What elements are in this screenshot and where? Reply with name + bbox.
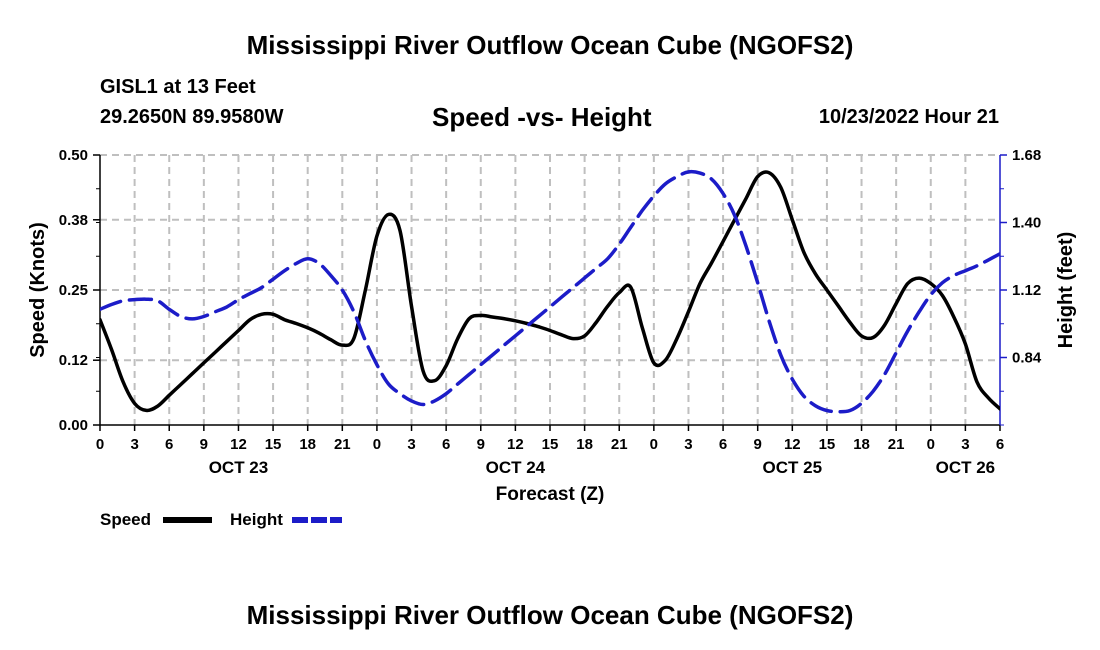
x-tick-label: 12 bbox=[230, 436, 247, 453]
x-tick-label: 3 bbox=[407, 436, 415, 453]
x-tick-label: 18 bbox=[576, 436, 593, 453]
y-right-tick-label: 1.68 bbox=[1012, 147, 1041, 164]
x-tick-label: 15 bbox=[819, 436, 836, 453]
x-tick-label: 9 bbox=[754, 436, 762, 453]
x-tick-label: 21 bbox=[334, 436, 351, 453]
y-left-tick-label: 0.38 bbox=[59, 212, 88, 229]
y-left-tick-label: 0.50 bbox=[59, 147, 88, 164]
x-tick-label: 18 bbox=[299, 436, 316, 453]
legend-speed-label: Speed bbox=[100, 510, 152, 529]
height-series-line bbox=[100, 169, 1000, 414]
y-right-tick-label: 1.40 bbox=[1012, 215, 1041, 232]
x-tick-label: 15 bbox=[265, 436, 282, 453]
x-tick-label: 9 bbox=[477, 436, 485, 453]
y-left-axis-title: Speed (Knots) bbox=[27, 222, 49, 358]
speed-series-line bbox=[100, 170, 1000, 413]
x-tick-label: 21 bbox=[611, 436, 628, 453]
x-tick-label: 3 bbox=[961, 436, 969, 453]
forecast-datetime: 10/23/2022 Hour 21 bbox=[818, 106, 999, 128]
x-tick-label: 6 bbox=[165, 436, 173, 453]
y-left-tick-label: 0.25 bbox=[59, 282, 88, 299]
x-day-label: OCT 26 bbox=[936, 458, 996, 477]
x-axis-title: Forecast (Z) bbox=[496, 484, 605, 505]
y-right-tick-label: 1.12 bbox=[1012, 282, 1041, 299]
y-left-tick-label: 0.00 bbox=[59, 417, 88, 434]
x-day-label: OCT 23 bbox=[209, 458, 269, 477]
x-tick-label: 15 bbox=[542, 436, 559, 453]
x-tick-label: 3 bbox=[684, 436, 692, 453]
x-day-label: OCT 24 bbox=[486, 458, 546, 477]
x-tick-label: 6 bbox=[996, 436, 1004, 453]
x-tick-label: 9 bbox=[200, 436, 208, 453]
chart-title-repeat: Mississippi River Outflow Ocean Cube (NG… bbox=[246, 600, 854, 630]
x-day-label: OCT 25 bbox=[763, 458, 823, 477]
station-label: GISL1 at 13 Feet bbox=[100, 76, 256, 98]
x-tick-label: 0 bbox=[650, 436, 658, 453]
x-tick-label: 18 bbox=[853, 436, 870, 453]
x-tick-label: 6 bbox=[442, 436, 450, 453]
chart-subtitle: Speed -vs- Height bbox=[432, 102, 652, 132]
x-tick-label: 12 bbox=[784, 436, 801, 453]
station-coordinates: 29.2650N 89.9580W bbox=[100, 106, 284, 128]
x-tick-label: 21 bbox=[888, 436, 905, 453]
y-left-tick-label: 0.12 bbox=[59, 352, 88, 369]
x-tick-label: 0 bbox=[96, 436, 104, 453]
y-right-tick-label: 0.84 bbox=[1012, 350, 1042, 367]
x-tick-label: 0 bbox=[927, 436, 935, 453]
x-tick-label: 3 bbox=[130, 436, 138, 453]
chart-title: Mississippi River Outflow Ocean Cube (NG… bbox=[246, 30, 854, 60]
x-tick-label: 0 bbox=[373, 436, 381, 453]
y-right-axis-title: Height (feet) bbox=[1055, 232, 1077, 349]
x-tick-label: 6 bbox=[719, 436, 727, 453]
x-tick-label: 12 bbox=[507, 436, 524, 453]
legend-height-label: Height bbox=[230, 510, 283, 529]
